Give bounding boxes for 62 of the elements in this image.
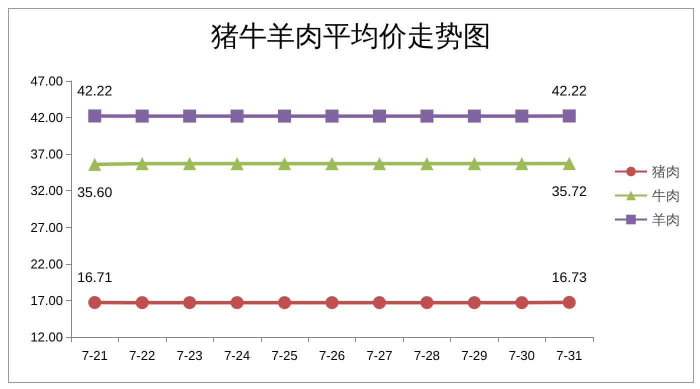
point bbox=[278, 157, 292, 170]
legend-label: 羊肉 bbox=[652, 212, 680, 228]
point bbox=[278, 296, 292, 310]
y-tick-label: 27.00 bbox=[30, 220, 63, 235]
point bbox=[468, 157, 481, 170]
y-tick-label: 17.00 bbox=[30, 292, 63, 308]
y-tick-label: 22.00 bbox=[30, 256, 63, 272]
data-label: 16.73 bbox=[552, 268, 587, 285]
y-tick-label: 12.00 bbox=[30, 330, 63, 344]
point bbox=[230, 110, 244, 123]
point bbox=[230, 157, 244, 170]
point bbox=[88, 109, 102, 122]
data-label: 42.22 bbox=[77, 82, 112, 98]
point bbox=[183, 157, 196, 170]
y-tick-label: 42.00 bbox=[30, 110, 63, 126]
x-tick-label: 7-22 bbox=[129, 348, 156, 363]
point bbox=[230, 296, 244, 310]
y-tick-label: 47.00 bbox=[30, 74, 63, 88]
point bbox=[136, 296, 149, 310]
x-tick-label: 7-21 bbox=[82, 348, 108, 363]
point bbox=[326, 110, 338, 123]
point bbox=[372, 296, 386, 310]
x-tick-label: 7-24 bbox=[224, 348, 250, 363]
x-tick-label: 7-23 bbox=[176, 348, 203, 363]
data-label: 42.22 bbox=[552, 82, 587, 98]
point bbox=[562, 109, 576, 122]
y-tick-label: 32.00 bbox=[30, 183, 63, 198]
x-tick-label: 7-25 bbox=[272, 348, 298, 363]
point bbox=[515, 110, 528, 123]
point bbox=[515, 296, 528, 310]
point bbox=[468, 296, 481, 310]
x-tick-label: 7-31 bbox=[556, 348, 582, 363]
point bbox=[326, 157, 338, 170]
point bbox=[420, 157, 434, 170]
point bbox=[183, 296, 196, 310]
data-label: 35.60 bbox=[77, 184, 112, 200]
point bbox=[420, 110, 434, 123]
data-label: 35.72 bbox=[552, 183, 587, 200]
point bbox=[88, 296, 102, 310]
x-tick-label: 7-27 bbox=[366, 348, 392, 363]
point bbox=[372, 157, 386, 170]
x-tick-label: 7-28 bbox=[414, 348, 440, 363]
point bbox=[136, 110, 149, 123]
point bbox=[420, 296, 434, 310]
x-tick-label: 7-26 bbox=[318, 348, 346, 363]
legend-label: 牛肉 bbox=[652, 188, 680, 204]
data-label: 16.71 bbox=[77, 269, 112, 286]
point bbox=[326, 296, 338, 310]
point bbox=[136, 157, 149, 170]
point bbox=[278, 110, 292, 123]
x-tick-label: 7-29 bbox=[461, 348, 488, 363]
point bbox=[372, 110, 386, 123]
point bbox=[562, 296, 576, 309]
legend-label: 猪肉 bbox=[652, 164, 680, 180]
point bbox=[88, 158, 102, 171]
point bbox=[562, 157, 576, 170]
chart-title: 猪牛羊肉平均价走势图 bbox=[211, 20, 491, 52]
x-tick-label: 7-30 bbox=[508, 348, 535, 363]
point bbox=[515, 157, 528, 170]
point bbox=[468, 110, 481, 123]
y-tick-label: 37.00 bbox=[30, 146, 63, 162]
point bbox=[183, 110, 196, 123]
